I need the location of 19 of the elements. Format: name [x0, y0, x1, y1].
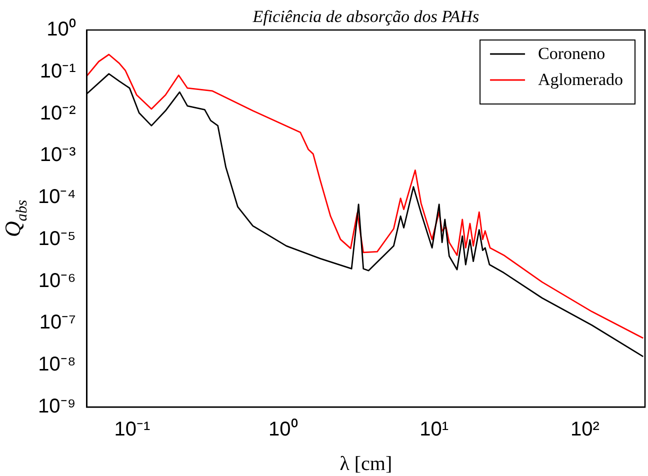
- y-tick-label: 10⁻⁶: [38, 270, 76, 292]
- x-tick-label: 10⁰: [268, 418, 298, 441]
- legend-label: Coroneno: [538, 44, 606, 63]
- y-tick-label: 10⁰: [46, 18, 76, 41]
- y-axis-title: Qabs: [0, 200, 31, 238]
- y-tick-label: 10⁻³: [40, 144, 76, 166]
- x-tick-label: 10²: [570, 418, 600, 441]
- y-tick-label: 10⁻¹: [40, 60, 76, 82]
- legend-label: Aglomerado: [538, 70, 624, 89]
- y-tick-label: 10⁻²: [40, 102, 76, 124]
- x-tick-label: 10⁻¹: [114, 418, 151, 441]
- y-tick-label: 10⁻⁷: [39, 312, 76, 334]
- y-tick-label: 10⁻⁹: [38, 396, 76, 418]
- x-tick-label: 10¹: [420, 418, 449, 441]
- y-tick-label: 10⁻⁸: [38, 354, 76, 376]
- chart-title: Eficiência de absorção dos PAHs: [252, 7, 480, 26]
- y-tick-label: 10⁻⁵: [38, 228, 76, 250]
- y-tick-label: 10⁻⁴: [38, 186, 76, 208]
- x-axis-title: λ [cm]: [340, 453, 392, 475]
